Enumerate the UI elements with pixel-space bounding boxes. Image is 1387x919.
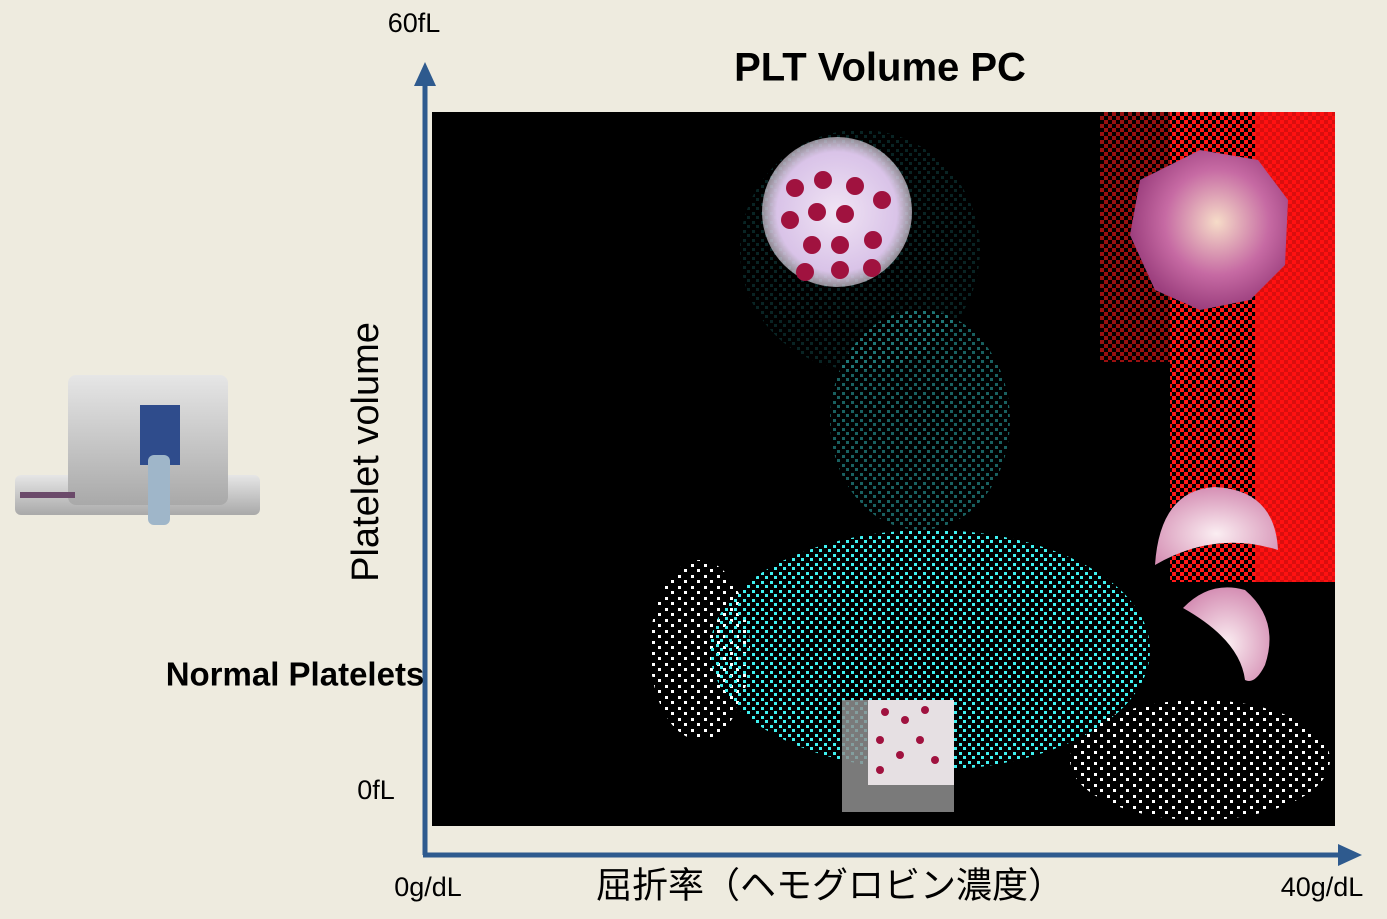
side-label: Normal Platelets (166, 656, 425, 693)
chart-title: PLT Volume PC (734, 46, 1026, 90)
y-axis-top: 60fL (388, 8, 441, 38)
slide: PLT Volume PC Normal Platelets Platelet … (0, 0, 1387, 914)
x-axis-arrow (1338, 844, 1362, 866)
x-axis-right: 40g/dL (1281, 872, 1364, 902)
y-axis-label: Platelet volume (345, 322, 387, 582)
y-axis-bottom: 0fL (357, 775, 395, 805)
y-axis-arrow (414, 62, 436, 86)
x-axis-left: 0g/dL (394, 872, 462, 902)
x-axis-label: 屈折率（ヘモグロビン濃度） (596, 865, 1064, 906)
analyzer-image (15, 375, 260, 525)
